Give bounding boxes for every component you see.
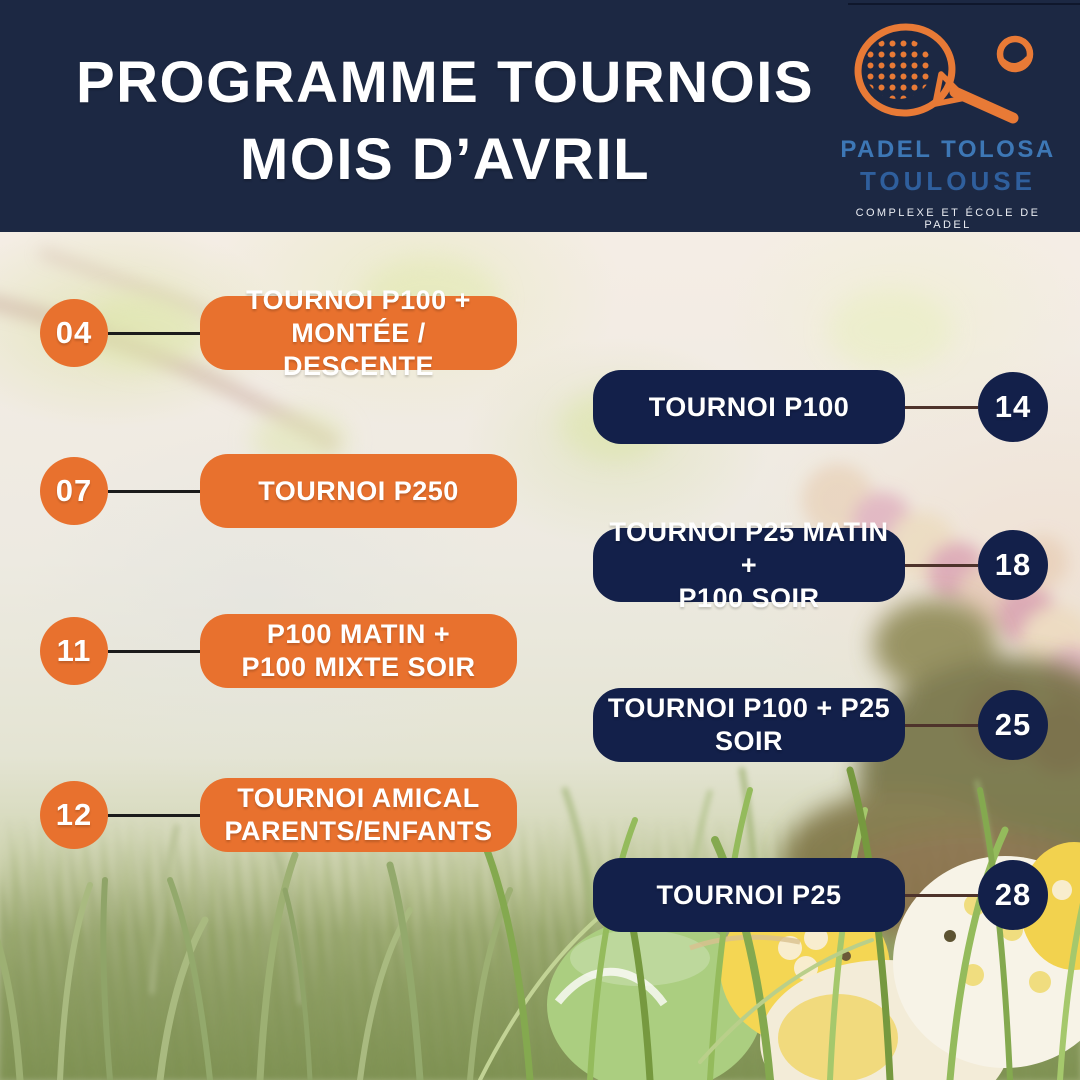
tournament-item-apr-18: TOURNOI P25 MATIN + P100 SOIR 18: [593, 517, 1048, 613]
date-badge: 25: [978, 690, 1048, 760]
tournament-item-apr-04: 04 TOURNOI P100 + MONTÉE / DESCENTE: [40, 285, 517, 381]
club-logo: PADEL TOLOSA TOULOUSE COMPLEXE ET ÉCOLE …: [834, 14, 1062, 231]
date-badge: 12: [40, 781, 108, 849]
tournament-pill: TOURNOI P25 MATIN + P100 SOIR: [593, 517, 905, 613]
logo-image-edge: [848, 3, 1080, 5]
date-number: 07: [55, 473, 93, 508]
tournament-item-apr-12: 12 TOURNOI AMICAL PARENTS/ENFANTS: [40, 778, 517, 852]
tournament-pill: P100 MATIN + P100 MIXTE SOIR: [200, 614, 517, 688]
date-badge: 28: [978, 860, 1048, 930]
tournament-pill: TOURNOI P100 + P25 SOIR: [593, 688, 905, 762]
tournament-pill: TOURNOI AMICAL PARENTS/ENFANTS: [200, 778, 517, 852]
connector-line: [108, 813, 200, 817]
date-badge: 04: [40, 299, 108, 367]
logo-name-line2: TOULOUSE: [860, 166, 1036, 196]
tournament-item-apr-11: 11 P100 MATIN + P100 MIXTE SOIR: [40, 614, 517, 688]
poster-title-line2: MOIS D’AVRIL: [239, 127, 651, 192]
tournament-pill: TOURNOI P250: [200, 454, 517, 528]
tournament-label-line1: TOURNOI P250: [258, 475, 459, 506]
tournament-label-line1: TOURNOI P100: [648, 391, 850, 422]
date-badge: 18: [978, 530, 1048, 600]
header-banner: PROGRAMME TOURNOIS MOIS D’AVRIL: [0, 0, 1080, 232]
logo-tagline: COMPLEXE ET ÉCOLE DE PADEL: [855, 207, 1041, 231]
tournament-label-line1: TOURNOI P25: [656, 879, 842, 910]
connector-line: [905, 893, 978, 897]
tournament-label-line2: MONTÉE / DESCENTE: [282, 317, 435, 381]
tournament-pill: TOURNOI P100: [593, 370, 905, 444]
date-number: 12: [55, 797, 93, 832]
tournament-label-line2: PARENTS/ENFANTS: [224, 816, 493, 846]
tournament-pill: TOURNOI P100 + MONTÉE / DESCENTE: [200, 285, 517, 381]
tournament-label-line2: SOIR: [714, 726, 783, 756]
tournament-item-apr-14: TOURNOI P100 14: [593, 370, 1048, 444]
poster-title: PROGRAMME TOURNOIS MOIS D’AVRIL: [30, 44, 860, 198]
tournament-label-line1: TOURNOI P25 MATIN +: [609, 516, 889, 580]
connector-line: [905, 723, 978, 727]
date-badge: 11: [40, 617, 108, 685]
connector-line: [108, 489, 200, 493]
date-number: 14: [994, 389, 1032, 424]
tournament-label-line1: TOURNOI P100 +: [246, 284, 471, 315]
date-badge: 07: [40, 457, 108, 525]
connector-line: [108, 649, 200, 653]
tournament-item-apr-07: 07 TOURNOI P250: [40, 454, 517, 528]
date-number: 28: [994, 877, 1032, 912]
date-number: 25: [994, 707, 1032, 742]
date-number: 18: [994, 547, 1032, 582]
date-badge: 14: [978, 372, 1048, 442]
tournament-label-line1: TOURNOI AMICAL: [237, 783, 480, 813]
tournament-label-line1: TOURNOI P100 + P25: [607, 693, 891, 723]
connector-line: [905, 563, 978, 567]
poster-title-line1: PROGRAMME TOURNOIS: [75, 50, 815, 115]
date-number: 11: [56, 633, 92, 668]
logo-name-line1: PADEL TOLOSA: [840, 136, 1056, 163]
tournament-label-line2: P100 SOIR: [678, 582, 820, 613]
connector-line: [905, 405, 978, 409]
padel-racket-and-ball-icon: [854, 23, 1034, 124]
tournament-item-apr-28: TOURNOI P25 28: [593, 858, 1048, 932]
date-number: 04: [55, 315, 93, 350]
tournament-label-line1: P100 MATIN +: [266, 619, 451, 649]
tournament-label-line2: P100 MIXTE SOIR: [241, 652, 476, 682]
tournament-pill: TOURNOI P25: [593, 858, 905, 932]
tournament-item-apr-25: TOURNOI P100 + P25 SOIR 25: [593, 688, 1048, 762]
connector-line: [108, 331, 200, 335]
